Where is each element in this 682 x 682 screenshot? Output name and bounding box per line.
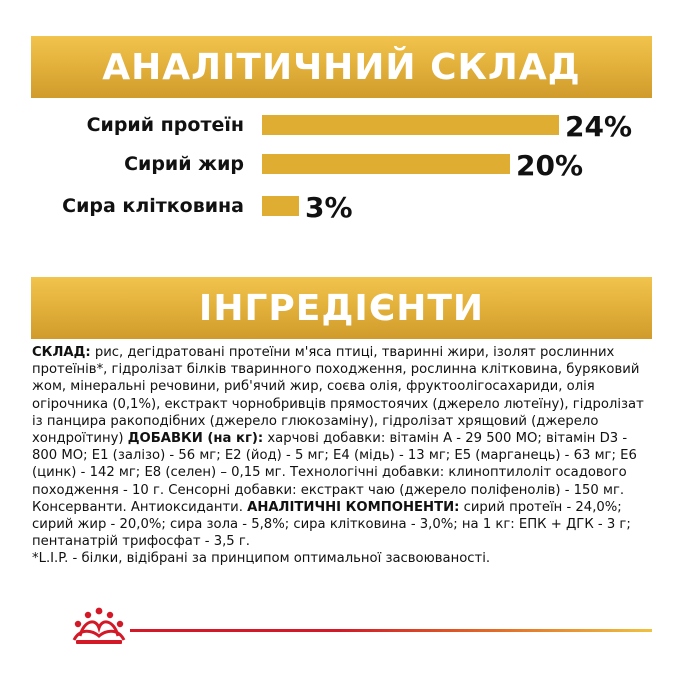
bar-fill — [262, 115, 559, 135]
footnote: *L.I.P. - білки, відібрані за принципом … — [32, 551, 491, 567]
bar-label: Сирий протеїн — [86, 114, 244, 136]
bar-value: 3% — [305, 191, 353, 224]
bar-fill — [262, 196, 299, 216]
analysis-title: АНАЛІТИЧНИЙ СКЛАД — [102, 46, 581, 88]
additives-text: харчові добавки: вітамін А - 29 500 МО; … — [32, 431, 637, 515]
bar-fill — [262, 154, 510, 174]
bar-track: 24% — [262, 110, 632, 143]
bar-track: 20% — [262, 149, 583, 182]
components-label: АНАЛІТИЧНІ КОМПОНЕНТИ: — [247, 499, 460, 515]
composition-label: СКЛАД: — [32, 345, 91, 360]
bar-track: 3% — [262, 191, 562, 224]
additives-label: ДОБАВКИ (на кг): — [127, 431, 264, 447]
bar-row-fiber: Сира клітковина 3% — [0, 191, 682, 224]
bar-value: 24% — [565, 110, 633, 143]
bar-value: 20% — [516, 149, 584, 182]
bar-label: Сирий жир — [124, 153, 244, 175]
bar-row-protein: Сирий протеїн 24% — [0, 110, 682, 143]
ingredients-banner: ІНГРЕДІЄНТИ — [31, 277, 652, 339]
royal-canin-crown-icon — [72, 607, 126, 644]
composition-text: рис, дегідратовані протеїни м'яса птиці,… — [32, 345, 644, 447]
ingredients-title: ІНГРЕДІЄНТИ — [198, 287, 485, 329]
ingredients-text: СКЛАД: рис, дегідратовані протеїни м'яса… — [32, 344, 652, 568]
components-text: сирий протеїн - 24,0%; сирий жир - 20,0%… — [32, 499, 631, 550]
footer-line — [130, 629, 652, 632]
bar-label: Сира клітковина — [62, 195, 244, 217]
bar-row-fat: Сирий жир 20% — [0, 149, 682, 182]
analysis-banner: АНАЛІТИЧНИЙ СКЛАД — [31, 36, 652, 98]
